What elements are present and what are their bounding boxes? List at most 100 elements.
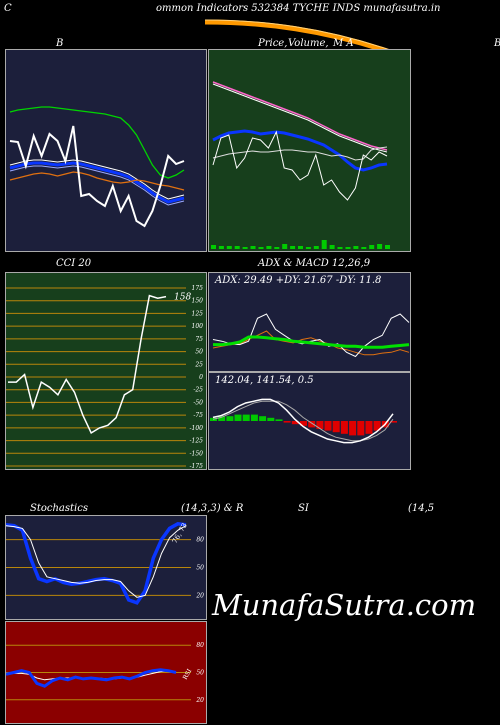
volume-bar [218, 246, 224, 249]
price-ma-chart [211, 81, 390, 249]
bb-price-line [9, 125, 185, 228]
pm-ma-pink [212, 81, 388, 151]
cci-tick-label: 0 [199, 374, 203, 381]
stoch-d-line [6, 525, 187, 598]
volume-bar [266, 246, 272, 249]
adx-plus-di-line [212, 313, 410, 358]
macd-histogram-bar [373, 421, 381, 431]
cci-chart: 175 150 125 100 75 50 25 0 -25 -50 -75 -100 -125 -150… [6, 285, 204, 469]
cci-tick-label: 25 [194, 361, 203, 368]
cci-panel: 175 150 125 100 75 50 25 0 -25 -50 -75 -100 -125 -150… [5, 272, 207, 470]
rsi-label: RSI [182, 667, 194, 681]
volume-bar [298, 246, 303, 249]
watermark: MunafaSutra.com [212, 588, 477, 622]
price-title: Price, [258, 38, 288, 49]
rsi-line [6, 668, 177, 688]
pm-ma-white [212, 146, 388, 161]
bb-middle-line [9, 161, 185, 204]
ma-title: M A [333, 38, 354, 49]
macd-histogram-bar [218, 416, 226, 421]
cci-tick-label: 50 [195, 349, 203, 356]
volume-bar [353, 246, 359, 249]
volume-bar [274, 247, 280, 249]
top-ma-streak [205, 19, 391, 55]
cci-value-label: 158 [174, 293, 191, 303]
pm-ma-white-long [212, 83, 388, 153]
bollinger-panel [5, 49, 207, 252]
macd-histogram-bar [283, 421, 291, 423]
stoch-title-right: (14,5 [408, 503, 435, 514]
macd-histogram-bar [390, 421, 397, 423]
cci-tick-label: 75 [195, 336, 203, 343]
volume-bar [321, 240, 327, 249]
rsi-tick-label: 20 [195, 697, 204, 704]
macd-histogram-bar [308, 421, 316, 428]
cci-line [8, 294, 167, 434]
pm-price-line [212, 130, 388, 201]
volume-bar [329, 245, 335, 249]
macd-histogram-bar [259, 416, 267, 421]
cci-tick-label: -175 [190, 463, 204, 469]
adx-minus-di-line [212, 330, 410, 356]
stoch-title-mid: (14,3,3) & R [181, 503, 244, 514]
stoch-tick-label: 50 [196, 565, 204, 572]
volume-bar [290, 246, 296, 249]
macd-panel: 142.04, 141.54, 0.5 [208, 372, 411, 470]
cci-title: CCI 20 [56, 258, 92, 269]
header-left-char: C [4, 3, 12, 14]
macd-histogram-bar [267, 417, 275, 421]
adx-readout: ADX: 29.49 +DY: 21.67 -DY: 11.8 [215, 275, 382, 286]
macd-histogram-bar [324, 421, 332, 431]
bb-lower-line [9, 171, 185, 191]
macd-histogram-bar [316, 421, 324, 429]
right-edge-title: B [494, 38, 500, 49]
bb-middle-line-b [9, 165, 185, 206]
macd-histogram-bar [234, 414, 242, 421]
macd-histogram-bar [365, 421, 373, 434]
macd-histogram-bar [340, 421, 348, 434]
macd-histogram-bar [332, 421, 340, 433]
macd-readout: 142.04, 141.54, 0.5 [215, 375, 314, 386]
stoch-tick-label: 80 [196, 537, 204, 544]
macd-chart [210, 398, 397, 444]
volume-bar [258, 247, 264, 249]
cci-tick-label: -100 [190, 425, 204, 432]
stoch-k-line [6, 521, 187, 605]
cci-tick-label: 150 [192, 298, 204, 305]
volume-bar [369, 245, 375, 249]
cci-tick-label: -150 [190, 450, 204, 457]
volume-bar [313, 246, 319, 249]
stoch-tick-label: 20 [195, 592, 204, 599]
volume-bar [250, 246, 256, 249]
adx-macd-title: ADX & MACD 12,26,9 [258, 258, 371, 269]
macd-histogram-bar [250, 414, 258, 421]
macd-line [212, 398, 394, 444]
macd-histogram-bar [357, 421, 365, 436]
rsi-tick-label: 80 [196, 642, 204, 649]
pm-ma-blue [212, 129, 388, 172]
macd-histogram-bar [275, 419, 283, 421]
stoch-title-left: Stochastics [30, 503, 88, 514]
stoch-title-si: SI [298, 503, 309, 514]
macd-histogram-bar [300, 421, 307, 426]
macd-histogram-bar [291, 421, 299, 425]
volume-bar [226, 246, 232, 249]
adx-line [213, 335, 410, 349]
cci-tick-label: 100 [192, 323, 204, 330]
volume-bar [211, 245, 216, 249]
macd-histogram-bar [349, 421, 357, 436]
adx-chart [212, 313, 410, 358]
volume-bar [305, 247, 311, 249]
volume-bar [337, 247, 343, 249]
bb-title: B [56, 38, 64, 49]
macd-histogram-bar [242, 414, 250, 421]
adx-panel: ADX: 29.49 +DY: 21.67 -DY: 11.8 [208, 272, 411, 372]
macd-histogram-bar [226, 416, 234, 421]
header-title: ommon Indicators 532384 TYCHE INDS munaf… [156, 3, 441, 14]
cci-tick-label: -75 [193, 412, 203, 419]
price-panel [208, 49, 411, 252]
rsi-chart: 80 50 20 RSI [6, 642, 204, 704]
rsi-tick-label: 50 [196, 670, 204, 677]
cci-tick-label: 125 [192, 310, 204, 317]
